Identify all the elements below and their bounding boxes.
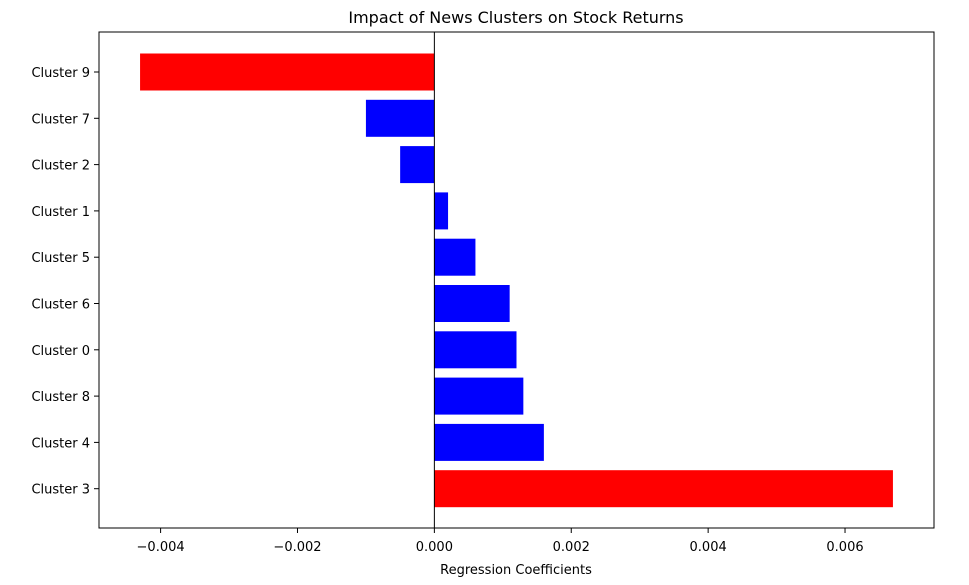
bars-group: [140, 53, 893, 508]
bar-cluster-7: [365, 99, 435, 137]
y-tick-label: Cluster 0: [31, 344, 90, 359]
y-tick-label: Cluster 5: [31, 251, 90, 266]
bar-cluster-3: [434, 470, 893, 508]
x-axis-label: Regression Coefficients: [440, 563, 592, 578]
bar-cluster-1: [434, 192, 449, 230]
y-tick-label: Cluster 1: [31, 205, 90, 220]
bar-cluster-9: [140, 53, 435, 91]
x-tick-label: −0.002: [273, 540, 321, 555]
bar-cluster-5: [434, 238, 476, 276]
y-tick-label: Cluster 4: [31, 436, 90, 451]
plot-frame: [98, 31, 935, 529]
y-tick-label: Cluster 3: [31, 483, 90, 498]
y-axis: Cluster 9 Cluster 7 Cluster 2 Cluster 1 Clus…: [31, 66, 99, 498]
bar-cluster-4: [434, 423, 544, 461]
bar-cluster-8: [434, 377, 524, 415]
y-tick-label: Cluster 9: [31, 66, 90, 81]
y-tick-label: Cluster 6: [31, 298, 90, 313]
x-tick-label: 0.004: [690, 540, 727, 555]
x-axis: −0.004 −0.002 0.000 0.002 0.004 0.006: [137, 528, 864, 555]
y-tick-label: Cluster 8: [31, 390, 90, 405]
x-tick-label: 0.006: [826, 540, 863, 555]
y-tick-label: Cluster 7: [31, 112, 90, 127]
chart-title: Impact of News Clusters on Stock Returns: [348, 8, 683, 27]
y-tick-label: Cluster 2: [31, 159, 90, 174]
bar-cluster-6: [434, 285, 510, 322]
bar-cluster-0: [434, 331, 517, 369]
x-tick-label: 0.000: [416, 540, 453, 555]
x-tick-label: 0.002: [553, 540, 590, 555]
x-tick-label: −0.004: [137, 540, 185, 555]
bar-cluster-2: [400, 146, 435, 184]
